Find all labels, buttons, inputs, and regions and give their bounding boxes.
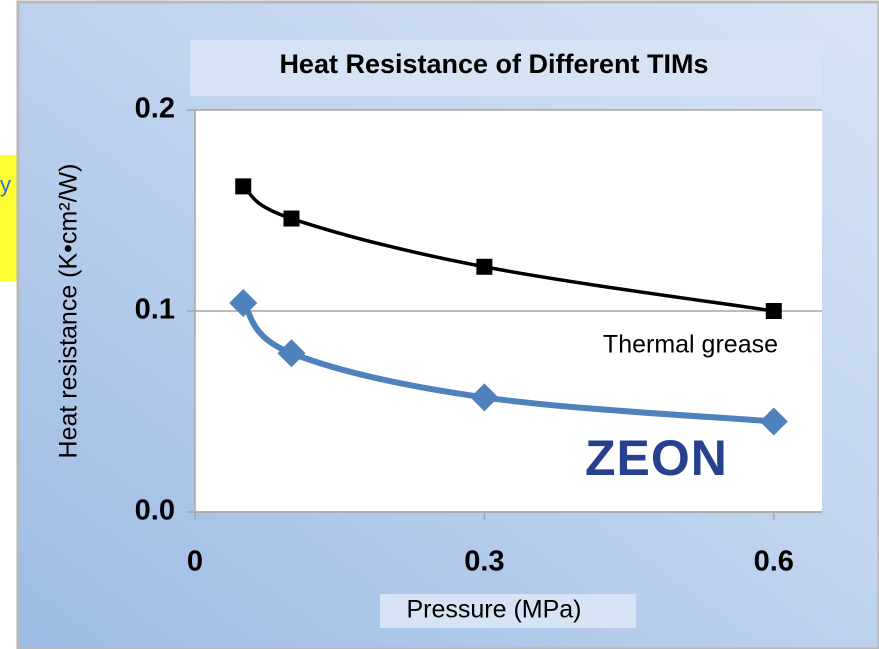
marker — [476, 258, 493, 275]
x-tick-label: 0 — [187, 546, 203, 578]
title-box — [190, 40, 822, 96]
annotation: y — [0, 172, 11, 197]
x-axis-label: Pressure (MPa) — [406, 596, 581, 624]
y-tick-label: 0.1 — [135, 294, 175, 326]
y-tick-label: 0.2 — [135, 93, 175, 125]
series-line — [240, 300, 775, 425]
series-label-logo: ZEON — [585, 430, 728, 486]
marker — [765, 303, 782, 319]
marker — [277, 339, 306, 368]
y-axis-label: Heat resistance (K•cm²/W) — [55, 164, 83, 459]
y-tick-label: 0.0 — [135, 495, 175, 527]
x-tick-label: 0.3 — [464, 546, 504, 578]
x-tick-label: 0.6 — [754, 546, 794, 578]
series-label: Thermal grease — [603, 331, 778, 359]
marker — [283, 210, 300, 227]
x-label-box — [380, 594, 636, 628]
marker — [235, 178, 252, 195]
highlight-box — [0, 155, 18, 281]
marker — [470, 383, 499, 412]
marker — [759, 407, 788, 436]
marker — [229, 288, 258, 317]
series-line — [242, 184, 775, 313]
chart-title: Heat Resistance of Different TIMs — [279, 49, 708, 79]
